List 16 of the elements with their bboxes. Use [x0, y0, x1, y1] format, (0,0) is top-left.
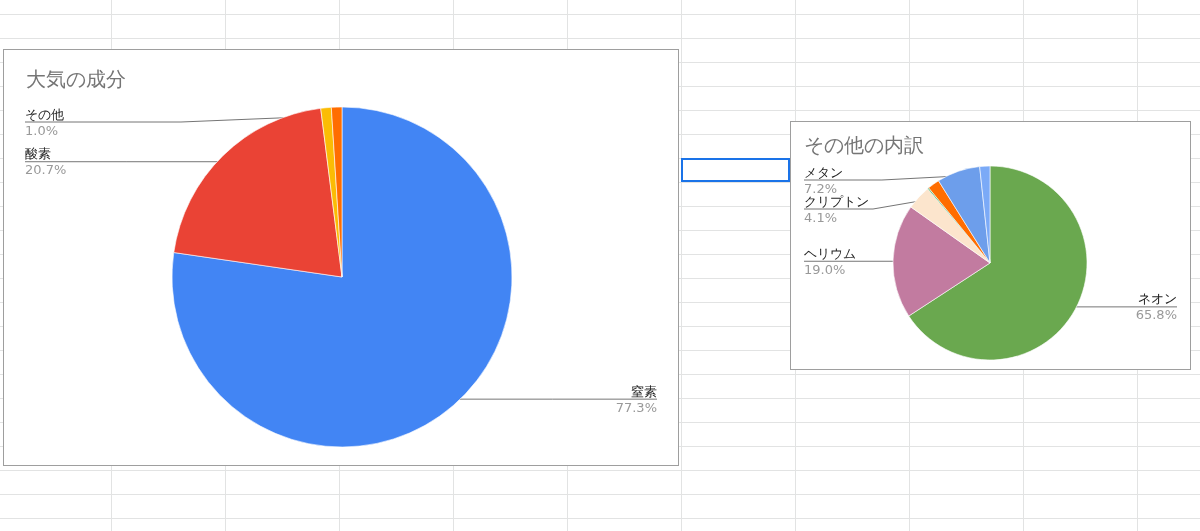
slice-label: 窒素: [631, 383, 657, 399]
slice-label: ヘリウム: [804, 245, 856, 261]
data-label: 4.1%: [804, 209, 838, 225]
data-label: 19.0%: [804, 261, 846, 277]
slice-label: その他: [25, 106, 64, 122]
data-label: 1.0%: [25, 122, 59, 138]
data-label: 7.2%: [804, 180, 838, 196]
slice-label: 酸素: [25, 146, 51, 162]
data-label: 65.8%: [1135, 307, 1177, 323]
slice-label: ネオン: [1138, 291, 1177, 307]
slice-label: クリプトン: [804, 193, 869, 209]
data-label: 77.3%: [615, 399, 657, 415]
slice-label: メタン: [804, 164, 843, 180]
data-label: 20.7%: [25, 162, 67, 178]
chart-title: 大気の成分: [26, 67, 126, 91]
chart-title: その他の内訳: [804, 133, 924, 157]
